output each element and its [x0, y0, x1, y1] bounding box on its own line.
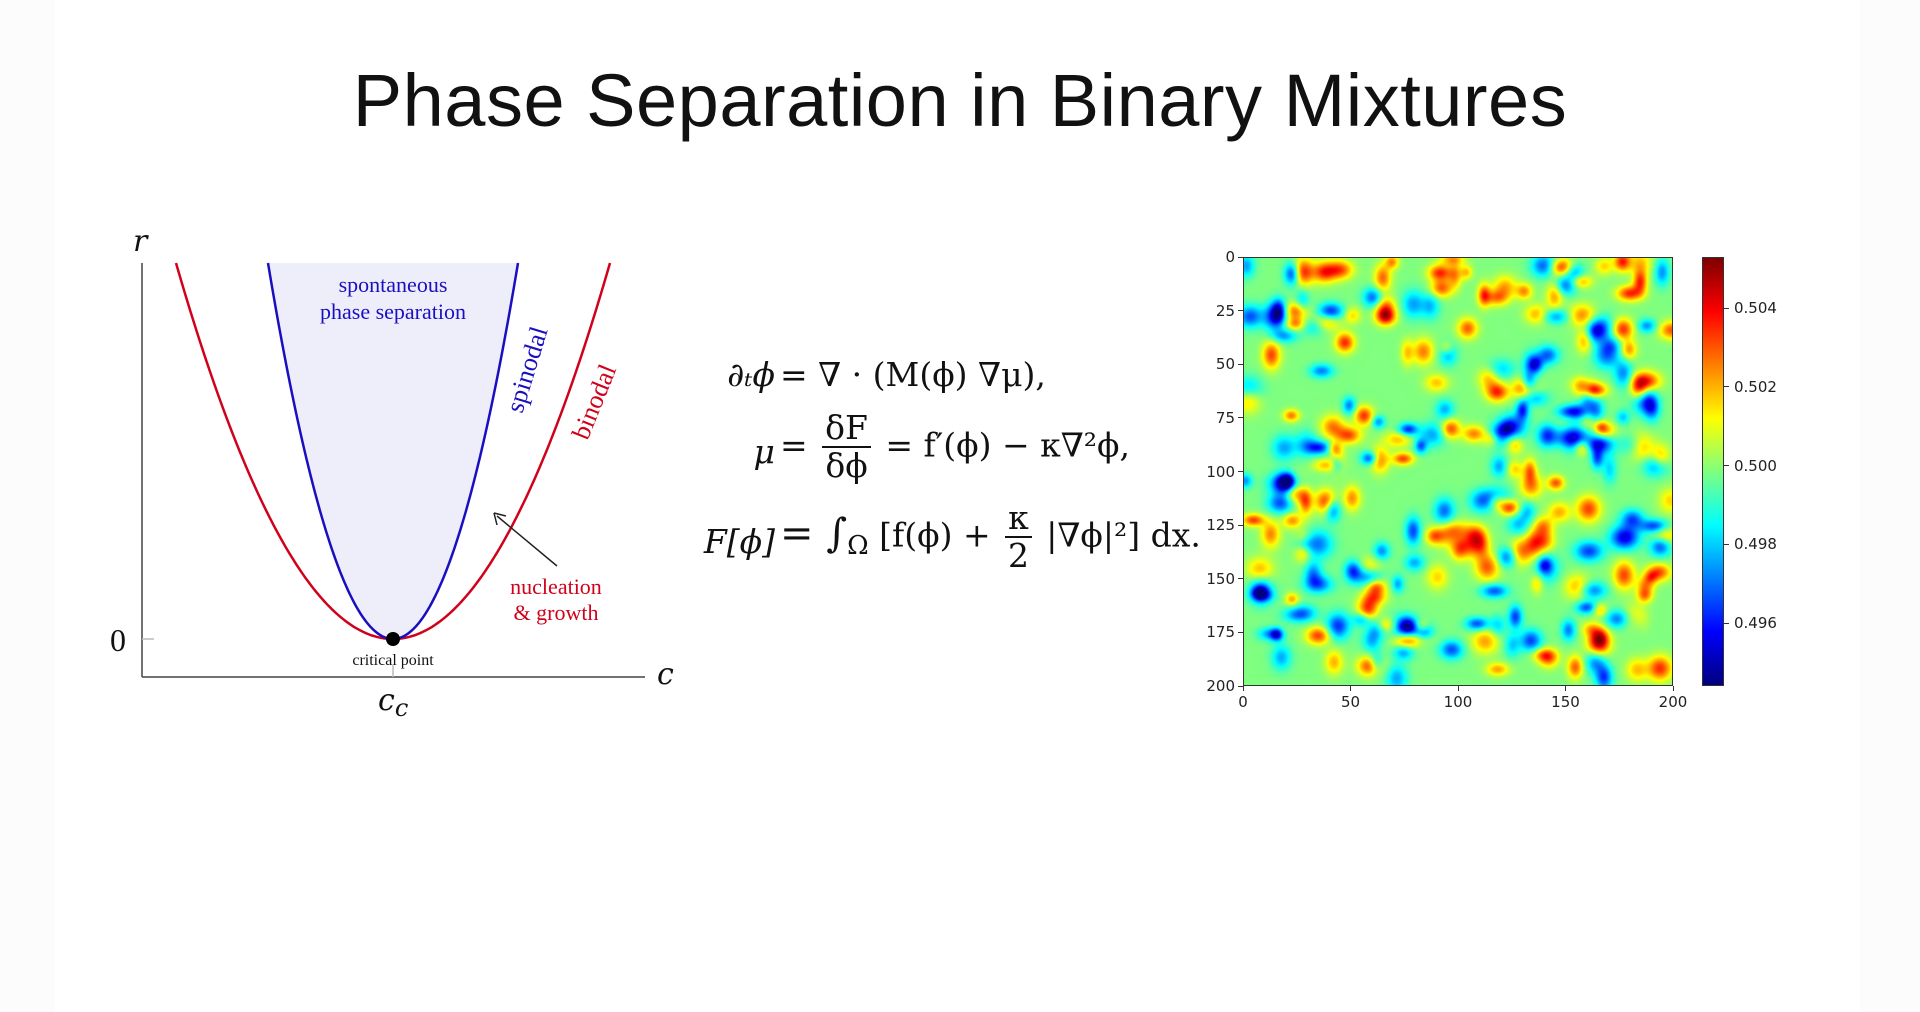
x-tick-label: 0	[1238, 693, 1248, 711]
colorbar-tick-mark	[1724, 307, 1729, 309]
y-tick-mark	[1238, 524, 1243, 526]
eq3-num: κ	[1005, 499, 1032, 539]
slide-title: Phase Separation in Binary Mixtures	[352, 59, 1568, 142]
y-tick-label: 200	[1206, 677, 1235, 695]
eq3-lhs: F[ϕ]	[703, 522, 775, 561]
y-tick-mark	[1238, 417, 1243, 419]
y-tick-label: 25	[1215, 301, 1235, 320]
x-tick-label-cc: cc	[378, 683, 408, 722]
colorbar-tick-label: 0.498	[1734, 535, 1777, 554]
heatmap-image	[1243, 257, 1673, 686]
y-tick-mark	[1238, 631, 1243, 633]
eq2-equals: =	[780, 425, 808, 465]
eq1-lhs: ∂ₜϕ	[727, 355, 775, 394]
y-tick-label: 150	[1206, 569, 1235, 588]
nucleation-arrow	[496, 515, 558, 567]
x-tick-mark	[1565, 686, 1566, 691]
eq3-den: 2	[1007, 536, 1029, 576]
eq2-rest: = f′(ϕ) − κ∇²ϕ,	[885, 425, 1131, 465]
eq2-fraction: δF δϕ	[822, 409, 871, 486]
x-tick-mark	[1350, 686, 1351, 691]
colorbar-tick-mark	[1724, 622, 1729, 624]
y-tick-mark	[1238, 363, 1243, 365]
x-tick-mark	[1457, 686, 1459, 691]
x-tick-label: 100	[1443, 693, 1473, 711]
eq3-integral: = ∫	[780, 510, 848, 557]
eq2-den: δϕ	[825, 446, 868, 486]
colorbar-tick-mark	[1724, 465, 1729, 467]
y-tick-label: 50	[1215, 355, 1235, 374]
y-axis-label: r	[133, 224, 149, 259]
colorbar-tick-label: 0.504	[1734, 299, 1777, 318]
x-tick-label: 150	[1551, 693, 1580, 711]
eq3-domain: Ω	[847, 530, 869, 561]
equation-chemical-potential: μ = δF δϕ = f′(ϕ) − κ∇²ϕ,	[0, 409, 1920, 490]
y-tick-label: 0	[110, 622, 126, 658]
x-axis-label: c	[657, 657, 674, 692]
colorbar-tick-mark	[1724, 386, 1729, 388]
eq3-part-b: [f(ϕ) +	[879, 515, 991, 555]
x-tick-label: 50	[1340, 693, 1361, 711]
critical-point-marker	[386, 632, 400, 646]
y-tick-label: 175	[1206, 623, 1235, 642]
nucleation-label-line1: nucleation	[510, 574, 602, 599]
eq2-lhs: μ	[753, 432, 775, 471]
y-tick-mark	[1238, 471, 1243, 472]
y-tick-mark	[1238, 685, 1243, 687]
region-label-line1: spontaneous	[339, 272, 448, 297]
colorbar-tick-label: 0.496	[1734, 614, 1777, 633]
x-tick-mark	[1672, 686, 1674, 691]
x-tick-mark	[1242, 686, 1244, 691]
nucleation-label-line2: & growth	[514, 600, 599, 625]
region-label-line2: phase separation	[320, 299, 466, 324]
y-tick-mark	[1238, 578, 1243, 580]
colorbar	[1702, 257, 1724, 686]
y-tick-mark	[1238, 256, 1243, 258]
y-tick-mark	[1238, 310, 1243, 312]
arrow-head-icon	[493, 512, 507, 526]
eq3-part-c: |∇ϕ|²] dx.	[1046, 515, 1201, 555]
colorbar-tick-mark	[1724, 543, 1729, 545]
colorbar-tick-label: 0.500	[1734, 456, 1777, 475]
eq2-rhs: = δF δϕ = f′(ϕ) − κ∇²ϕ,	[780, 409, 1131, 486]
equation-cahn-hilliard: ∂ₜϕ = ∇ · (M(ϕ) ∇μ),	[0, 355, 1920, 405]
colorbar-tick-label: 0.502	[1734, 377, 1777, 396]
eq1-rhs: = ∇ · (M(ϕ) ∇μ),	[780, 355, 1046, 394]
y-tick-label: 125	[1206, 516, 1235, 535]
y-tick-label: 75	[1215, 408, 1235, 427]
y-tick-label: 0	[1225, 248, 1235, 266]
y-tick-label: 100	[1206, 462, 1235, 481]
x-tick-label: 200	[1658, 693, 1688, 711]
critical-point-label: critical point	[352, 652, 434, 669]
eq2-num: δF	[822, 409, 871, 449]
